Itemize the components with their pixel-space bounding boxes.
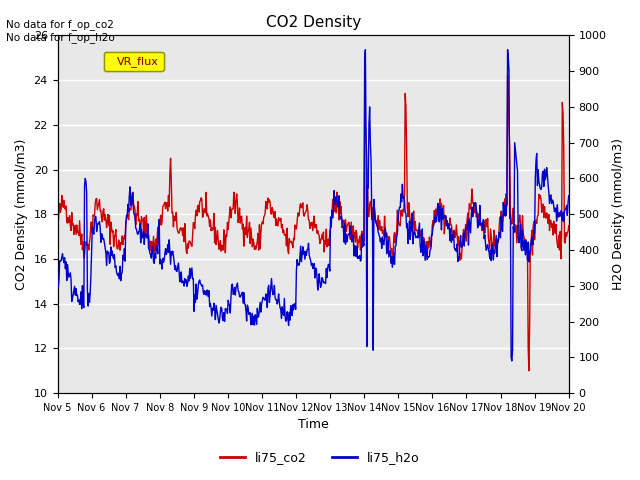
Legend: VR_flux: VR_flux [104,52,164,72]
Y-axis label: CO2 Density (mmol/m3): CO2 Density (mmol/m3) [15,139,28,290]
Legend: li75_co2, li75_h2o: li75_co2, li75_h2o [215,446,425,469]
Y-axis label: H2O Density (mmol/m3): H2O Density (mmol/m3) [612,138,625,290]
X-axis label: Time: Time [298,419,328,432]
Title: CO2 Density: CO2 Density [266,15,361,30]
Text: No data for f_op_co2
No data for f_op_h2o: No data for f_op_co2 No data for f_op_h2… [6,19,115,43]
